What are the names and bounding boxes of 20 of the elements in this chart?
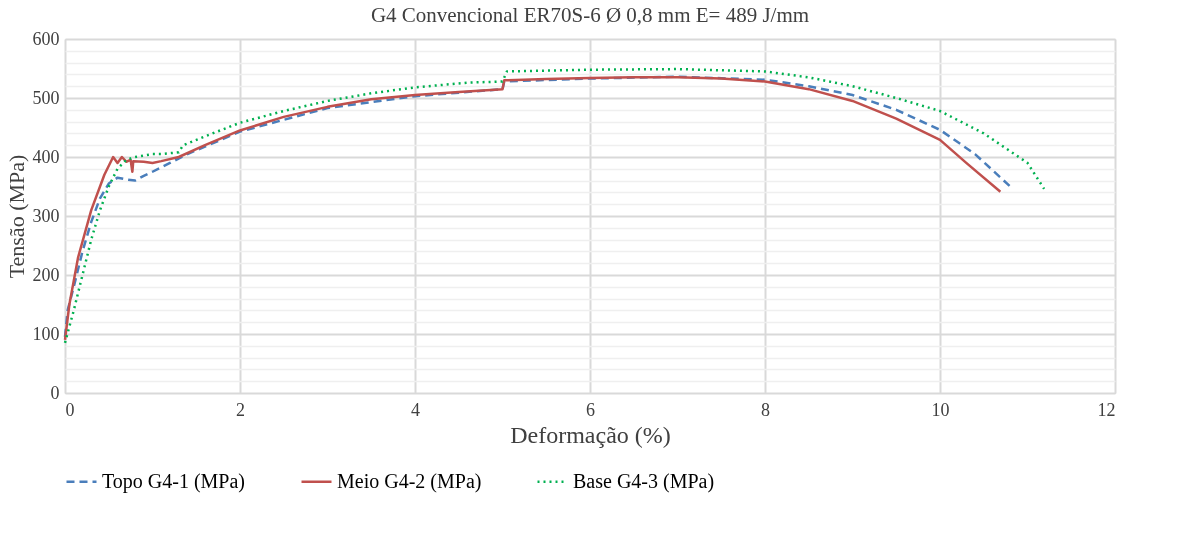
legend-label: Meio G4-2 (MPa) [337, 469, 482, 493]
y-tick-label: 500 [32, 87, 60, 108]
x-tick-label: 0 [65, 399, 75, 420]
legend-label: Topo G4-1 (MPa) [102, 469, 246, 493]
x-tick-label: 8 [761, 399, 770, 420]
y-tick-label: 100 [32, 323, 60, 344]
y-axis-title: Tensão (MPa) [3, 154, 29, 279]
y-tick-label: 300 [32, 205, 60, 226]
y-tick-label: 200 [32, 264, 60, 285]
x-tick-label: 4 [411, 399, 420, 420]
y-tick-label: 0 [50, 382, 60, 403]
chart-title: G4 Convencional ER70S-6 Ø 0,8 mm E= 489 J/mm [370, 3, 810, 27]
x-tick-label: 6 [586, 399, 595, 420]
legend-label: Base G4-3 (MPa) [573, 469, 715, 493]
x-tick-label: 10 [931, 399, 950, 420]
y-tick-label: 600 [32, 28, 60, 49]
x-axis-title: Deformação (%) [510, 421, 671, 448]
y-tick-label: 400 [32, 146, 60, 167]
x-tick-label: 2 [236, 399, 245, 420]
x-tick-label: 12 [1097, 399, 1116, 420]
